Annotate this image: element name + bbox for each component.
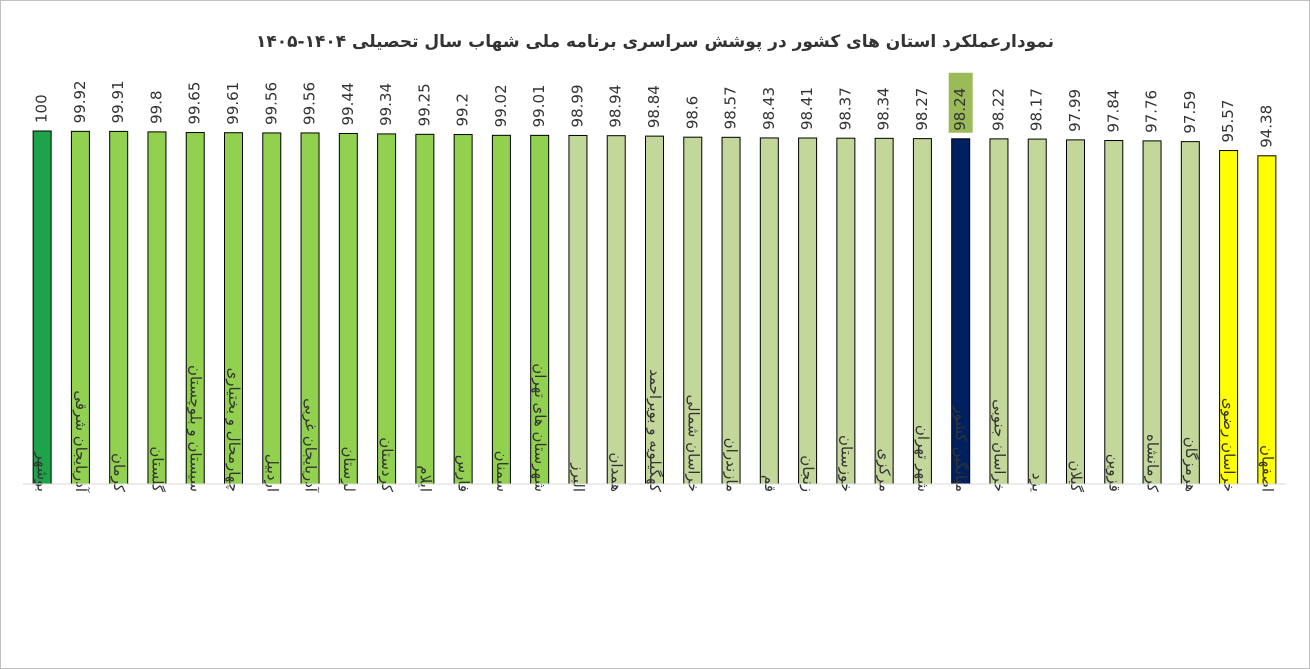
x-tick-label: هرمزگان (1182, 437, 1200, 492)
x-tick-label: اصفهان (1258, 445, 1276, 492)
bar (606, 135, 626, 485)
bar (568, 134, 588, 485)
x-tick-label: ایلام (416, 465, 434, 492)
value-label: 98.84 (645, 85, 663, 128)
value-label: 100 (33, 94, 51, 123)
value-label: 99.91 (109, 80, 127, 123)
x-tick-label: آذربایجان غربی (302, 398, 320, 493)
value-label: 98.24 (951, 88, 969, 131)
value-label: 99.65 (186, 82, 204, 125)
value-label: 99.34 (377, 83, 395, 126)
x-tick-label: سیستان و بلوچستان (187, 365, 205, 492)
x-tick-label: میانگین کشور (952, 405, 970, 492)
value-label: 99.25 (415, 83, 433, 126)
x-tick-label: زنجان (799, 455, 817, 492)
x-tick-label: لرستان (340, 446, 358, 492)
value-label: 98.17 (1028, 88, 1046, 131)
bar (32, 130, 52, 485)
label-highlight (948, 72, 973, 133)
value-label: 98.34 (875, 87, 893, 130)
value-label: 99.8 (147, 90, 165, 123)
bar (1066, 139, 1085, 485)
value-label: 98.43 (760, 87, 778, 130)
value-label: 94.38 (1257, 105, 1275, 148)
value-label: 98.57 (722, 86, 740, 129)
bar (1180, 141, 1200, 485)
x-tick-label: کردستان (378, 437, 396, 493)
value-label: 99.02 (492, 84, 510, 127)
x-tick-label: قزوین (1105, 454, 1123, 492)
value-label: 97.59 (1181, 91, 1199, 134)
bar (109, 130, 129, 485)
bar (491, 134, 511, 485)
bar (1142, 140, 1162, 485)
x-tick-label: یزد (1029, 473, 1047, 492)
value-label: 99.56 (262, 82, 280, 125)
bar (415, 133, 435, 485)
x-tick-label: کرمانشاه (1144, 434, 1162, 493)
value-label: 98.27 (913, 88, 931, 131)
x-tick-label: شهرستان های تهران (531, 363, 549, 492)
x-tick-label: اردبیل (263, 454, 281, 492)
value-label: 98.22 (989, 88, 1007, 131)
bar (1104, 140, 1124, 485)
bar (147, 131, 167, 485)
value-label: 99.01 (530, 84, 548, 127)
bar (721, 136, 741, 485)
x-tick-label: کرمان (110, 453, 128, 493)
value-label: 98.41 (798, 87, 816, 130)
x-tick-label: کهگیلویه و بویراحمد (646, 369, 664, 493)
x-tick-label: شهر تهران (914, 425, 932, 492)
bar (836, 137, 856, 485)
bar (262, 132, 282, 485)
bar (1027, 138, 1047, 485)
x-tick-label: خراسان شمالی (684, 394, 702, 492)
x-tick-label: البرز (569, 462, 587, 492)
x-tick-label: فارس (455, 455, 473, 492)
x-tick-label: گلستان (148, 446, 166, 492)
bar (874, 137, 894, 485)
bar (453, 134, 473, 485)
bar (798, 137, 818, 485)
value-label: 98.94 (607, 85, 625, 128)
x-tick-label: گیلان (1067, 460, 1085, 492)
value-label: 98.37 (836, 87, 854, 130)
value-label: 97.76 (1143, 90, 1161, 133)
value-label: 99.44 (339, 83, 357, 126)
value-label: 99.2 (454, 93, 472, 126)
chart-title: نمودارعملکرد استان های کشور در پوشش سراس… (256, 32, 1054, 52)
x-tick-label: خراسان رضوی (1220, 398, 1238, 492)
x-tick-label: مرکزی (876, 449, 894, 492)
x-tick-label: قم (761, 475, 779, 492)
x-tick-label: خراسان جنوبی (990, 399, 1008, 492)
value-label: 98.99 (568, 85, 586, 128)
x-tick-label: سمنان (493, 451, 511, 492)
x-tick-label: خوزستان (837, 435, 855, 492)
value-label: 97.99 (1066, 89, 1084, 132)
x-tick-label: آذربایجان شرقی (72, 390, 90, 492)
value-label: 97.84 (1104, 90, 1122, 133)
x-tick-label: چهارمحال و بختیاری (225, 368, 243, 492)
x-tick-label: همدان (608, 452, 626, 492)
value-label: 98.6 (683, 96, 701, 129)
bar (338, 132, 358, 485)
value-label: 99.61 (224, 82, 242, 125)
bar (1257, 155, 1277, 485)
x-tick-label: مازندران (723, 438, 741, 492)
value-label: 99.56 (301, 82, 319, 125)
value-label: 99.92 (71, 80, 89, 123)
value-label: 95.57 (1219, 100, 1237, 143)
x-tick-label: بوشهر (34, 451, 52, 492)
bar (377, 133, 397, 485)
bar (759, 137, 779, 485)
